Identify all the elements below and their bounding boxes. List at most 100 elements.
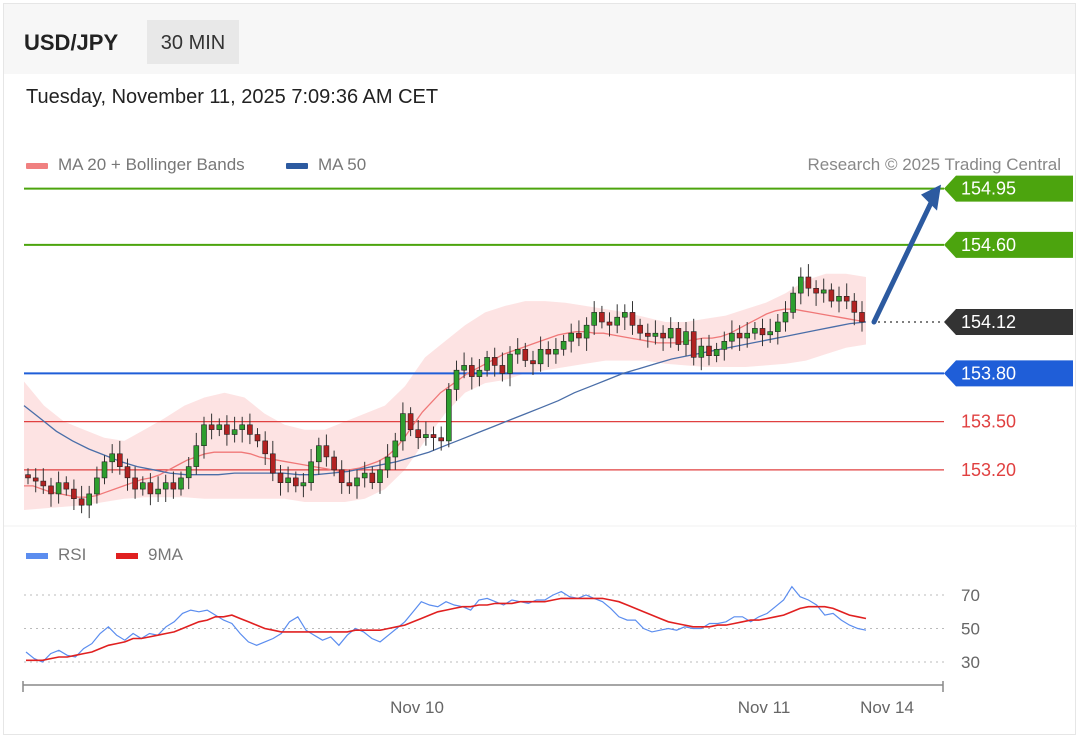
- candle-body: [262, 440, 269, 455]
- candle-body: [576, 332, 582, 339]
- level-tag-154.95: [944, 175, 1073, 202]
- rsi-line: [25, 585, 867, 663]
- date-time: Tuesday, November 11, 2025 7:09:36 AM CE…: [26, 86, 439, 108]
- candle-body: [621, 312, 628, 318]
- candle-body: [744, 332, 751, 339]
- candle-body: [78, 498, 85, 506]
- candle-body: [514, 348, 521, 355]
- candle-body: [86, 493, 92, 506]
- candle-body: [461, 365, 467, 371]
- candle-body: [269, 453, 276, 474]
- candle-body: [560, 340, 567, 350]
- candle-body: [859, 312, 865, 323]
- legend-9ma: 9MA: [116, 545, 183, 565]
- candle-body: [25, 474, 31, 479]
- candle-body: [392, 440, 399, 458]
- candle-body: [491, 357, 498, 366]
- candle-body: [285, 477, 291, 483]
- candle-body: [430, 434, 437, 439]
- candle-body: [652, 332, 659, 337]
- candle-body: [445, 389, 452, 442]
- candle-body: [400, 413, 406, 442]
- candle-body: [331, 456, 337, 471]
- rsi-swatch: [26, 552, 48, 559]
- candle-body: [407, 413, 414, 431]
- candle-body: [507, 353, 513, 374]
- candle-body: [71, 488, 77, 500]
- level-tag-154.60: [944, 231, 1073, 258]
- timeframe-button[interactable]: 30 MIN: [147, 20, 239, 64]
- candle-body: [101, 461, 108, 479]
- rsi-9ma-line: [26, 597, 867, 662]
- candle-body: [124, 466, 131, 479]
- candle-body: [384, 456, 391, 471]
- candle-body: [644, 332, 651, 337]
- candle-body: [140, 482, 146, 490]
- candle-body: [752, 328, 758, 334]
- candle-body: [774, 321, 781, 332]
- rsi-tick-label: 70: [961, 586, 980, 605]
- candle-body: [438, 437, 445, 442]
- candle-body: [216, 424, 223, 430]
- candle-body: [606, 321, 613, 326]
- projection-arrow-head: [921, 184, 941, 211]
- candle-body: [499, 365, 506, 374]
- candle-body: [599, 312, 605, 323]
- ma50-label: MA 50: [318, 155, 367, 174]
- ma20-swatch: [26, 162, 48, 169]
- candle-body: [415, 429, 422, 439]
- candle-body: [813, 287, 819, 294]
- chart-widget: USD/JPY 30 MIN Tuesday, November 11, 202…: [3, 3, 1077, 735]
- price-chart: 154.95 154.60 154.12 153.80 153.50 153.20 30 50…: [4, 175, 1077, 717]
- candle-body: [736, 332, 743, 339]
- candle-body: [162, 482, 169, 490]
- candle-body: [629, 312, 636, 326]
- candle-body: [40, 480, 47, 487]
- candle-body: [109, 453, 115, 463]
- candle-body: [361, 472, 368, 479]
- candle-body: [476, 369, 483, 377]
- candle-body: [820, 289, 827, 294]
- candle-body: [377, 469, 383, 483]
- x-tick-label: Nov 11: [738, 698, 791, 717]
- ma20-label: MA 20 + Bollinger Bands: [58, 155, 245, 174]
- candle-body: [178, 477, 184, 490]
- ma9-swatch: [116, 552, 138, 559]
- candle-body: [201, 424, 207, 446]
- candle-body: [782, 312, 789, 323]
- ma9-label: 9MA: [148, 545, 183, 564]
- candle-body: [468, 365, 475, 377]
- header-bar: USD/JPY 30 MIN: [4, 4, 1075, 74]
- candle-body: [48, 485, 54, 495]
- research-credit: Research © 2025 Trading Central: [807, 155, 1062, 174]
- candle-body: [698, 345, 705, 358]
- candle-body: [239, 424, 245, 430]
- candle-body: [484, 357, 490, 371]
- legend-ma20: MA 20 + Bollinger Bands: [26, 155, 245, 175]
- candle-body: [323, 445, 330, 458]
- candle-body: [851, 300, 858, 313]
- candle-body: [729, 332, 735, 342]
- candle-body: [683, 331, 689, 345]
- candle-body: [308, 461, 314, 483]
- legend-ma50: MA 50: [286, 155, 366, 175]
- projection-arrow-shaft: [871, 196, 936, 325]
- candle-body: [117, 453, 123, 467]
- candle-body: [667, 328, 674, 339]
- candle-body: [790, 292, 796, 313]
- level-tag-label-154.12: 154.12: [961, 312, 1016, 332]
- ma50-swatch: [286, 162, 308, 169]
- candle-body: [300, 482, 307, 487]
- candle-body: [522, 348, 529, 361]
- candle-body: [706, 345, 712, 357]
- candle-body: [208, 424, 215, 430]
- level-tag-153.80: [944, 360, 1073, 387]
- candle-body: [530, 360, 536, 365]
- candle-body: [132, 477, 138, 490]
- level-tag-154.12: [944, 309, 1073, 335]
- candle-body: [828, 289, 835, 302]
- candle-body: [637, 324, 643, 334]
- candle-body: [767, 331, 774, 336]
- rsi-label: RSI: [58, 545, 87, 564]
- candle-body: [254, 434, 261, 442]
